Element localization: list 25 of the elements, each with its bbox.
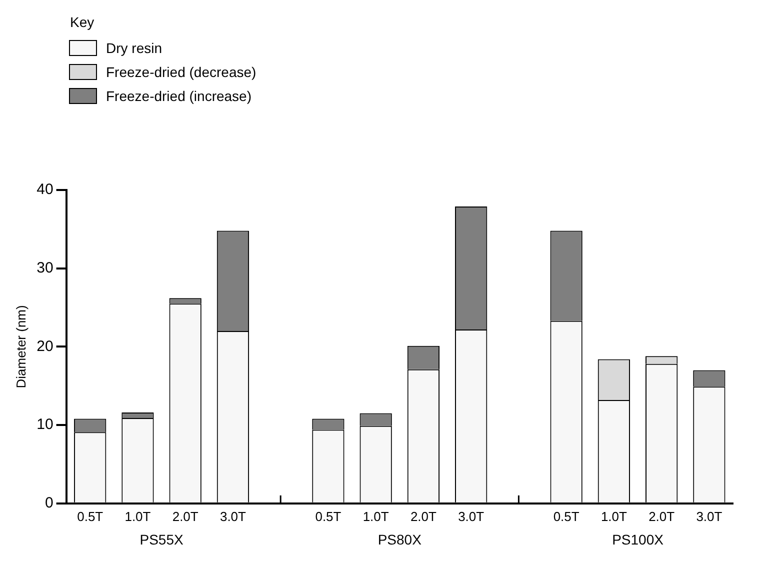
x-tick-label: 3.0T: [458, 508, 484, 524]
x-tick-label: 1.0T: [600, 508, 628, 524]
x-tick-label: 2.0T: [172, 508, 198, 524]
text: PS80X: [378, 531, 422, 548]
x-tick-label: 1.0T: [362, 508, 389, 524]
x-tick-label: 2.0T: [648, 508, 675, 524]
x-tick-label: 1.0T: [124, 508, 151, 524]
legend-label: Freeze-dried (increase): [106, 88, 252, 104]
x-tick-label: 0.5T: [77, 508, 104, 524]
y-axis-title: Diameter (nm): [13, 305, 28, 388]
x-tick-label: 0.5T: [315, 508, 342, 524]
legend-title: Key: [70, 14, 96, 30]
y-tick-label: 10: [36, 416, 54, 434]
x-tick-label: 0.5T: [553, 508, 580, 524]
y-tick-label: 40: [36, 181, 54, 198]
text: PS100X: [612, 531, 664, 548]
x-tick-label: 3.0T: [220, 508, 246, 524]
y-tick-label: 20: [36, 338, 54, 355]
text: PS55X: [140, 531, 184, 548]
y-tick-label: 0: [44, 494, 54, 512]
legend-label: Dry resin: [106, 40, 162, 56]
legend-label: Freeze-dried (decrease): [106, 64, 256, 80]
x-tick-label: 3.0T: [696, 508, 722, 524]
y-tick-label: 30: [36, 259, 54, 276]
x-tick-label: 2.0T: [410, 508, 437, 524]
